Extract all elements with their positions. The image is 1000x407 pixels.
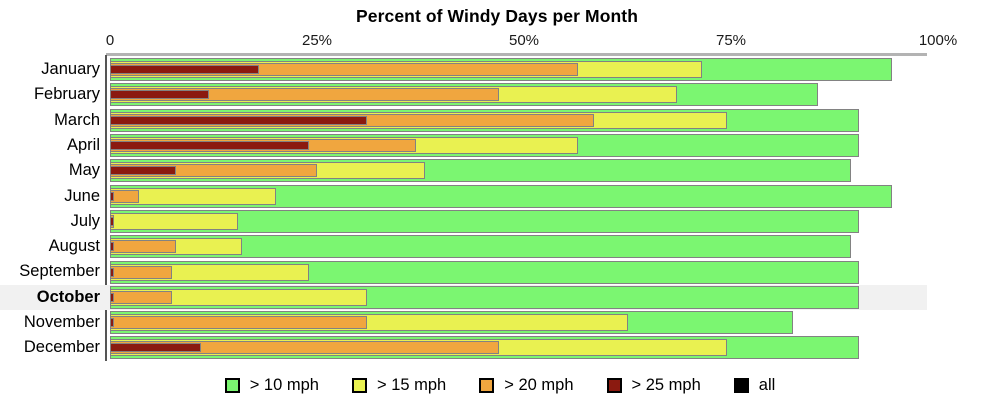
bar-20-mph [110,290,173,304]
chart-row: September [0,259,1000,284]
legend-swatch [479,377,495,393]
legend-label: all [758,375,776,394]
category-label: January [41,60,100,78]
bar-25-mph [110,242,115,252]
bar-25-mph [110,115,367,125]
bar-25-mph [110,318,115,328]
category-label: May [68,161,100,180]
legend-label: > 15 mph [376,375,447,394]
chart-row: October [0,284,1000,310]
bar-20-mph [110,265,173,279]
category-label: June [64,186,100,205]
bar-20-mph [110,316,367,330]
chart-row: July [0,209,1000,234]
bar-25-mph [110,141,309,151]
legend-swatch [606,377,622,393]
bar-25-mph [110,292,115,302]
category-label: December [23,338,100,357]
chart-row: March [0,108,1000,133]
x-axis-tick: 0 [105,32,115,49]
legend-item: > 10 mph [224,375,319,395]
chart-row: January [0,57,1000,82]
chart-row: June [0,184,1000,209]
x-axis-tick: 50% [508,32,540,49]
x-axis-tick: 75% [715,32,747,49]
category-label: August [48,237,100,256]
category-label: July [70,211,100,230]
bar-25-mph [110,343,202,353]
x-axis-line [106,53,927,56]
category-label: February [33,85,100,104]
legend-item: all [733,375,776,395]
legend-item: > 25 mph [606,375,701,395]
y-axis-line [105,55,107,361]
legend-item: > 15 mph [351,375,447,395]
bar-25-mph [110,90,210,100]
bar-25-mph [110,166,177,176]
category-label: March [54,110,100,129]
x-axis-tick: 25% [301,32,333,49]
bar-25-mph [110,216,115,226]
chart-row: November [0,310,1000,335]
bar-25-mph [110,191,115,201]
chart-row: August [0,234,1000,259]
legend-label: > 25 mph [631,375,701,394]
category-label: April [66,135,100,154]
legend-label: > 20 mph [504,375,574,394]
bar-25-mph [110,267,115,277]
bar-15-mph [110,212,239,230]
category-label: September [19,262,100,281]
x-axis-tick: 100% [918,32,958,49]
chart-row: February [0,82,1000,107]
chart-title: Percent of Windy Days per Month [355,6,638,26]
chart-row: May [0,158,1000,183]
chart-row: April [0,133,1000,158]
category-label: October [36,287,100,306]
bar-20-mph [110,240,177,254]
x-axis: 0 25% 50% 75% 100% [0,32,1000,50]
legend-swatch [351,377,367,393]
chart-row: December [0,335,1000,360]
bar-25-mph [110,65,260,75]
legend-label: > 10 mph [249,375,319,394]
category-label: November [23,313,100,331]
legend-swatch [224,377,240,393]
legend-swatch [733,377,749,393]
legend-item: > 20 mph [479,375,574,395]
bar-20-mph [110,189,139,203]
legend: > 10 mph > 15 mph > 20 mph > 25 mph all [0,371,1000,399]
